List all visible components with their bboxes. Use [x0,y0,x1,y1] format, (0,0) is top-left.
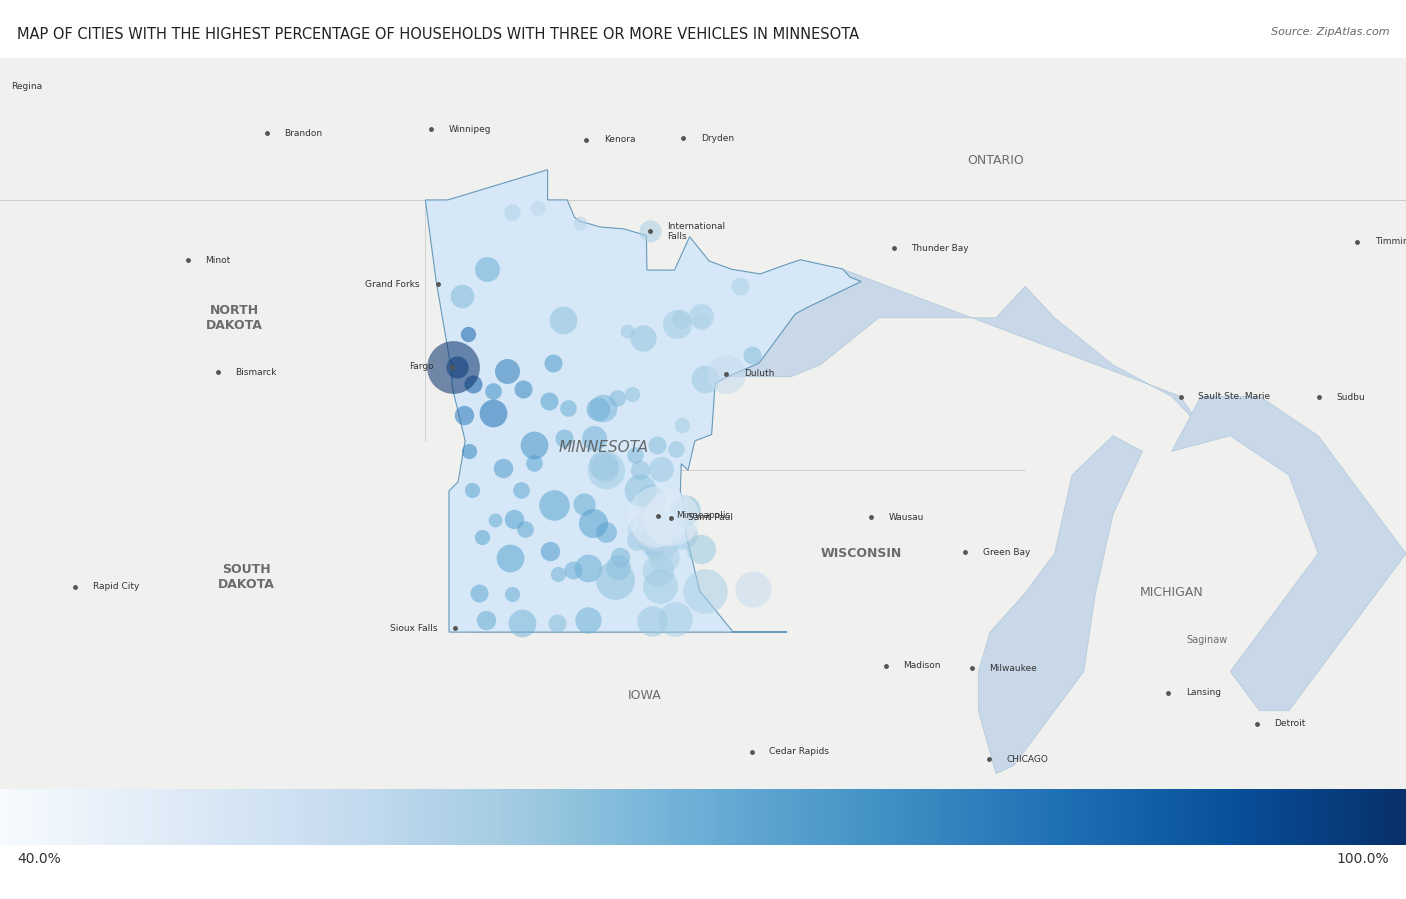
Text: Cedar Rapids: Cedar Rapids [769,747,830,756]
Text: SOUTH
DAKOTA: SOUTH DAKOTA [218,563,274,592]
Text: Detroit: Detroit [1274,719,1306,728]
Text: IOWA: IOWA [627,689,661,701]
Text: Fargo: Fargo [409,362,434,371]
Text: Source: ZipAtlas.com: Source: ZipAtlas.com [1271,27,1389,37]
Text: Green Bay: Green Bay [983,547,1031,556]
Text: Saint Paul: Saint Paul [689,513,734,522]
Text: MICHIGAN: MICHIGAN [1140,586,1204,600]
Text: 100.0%: 100.0% [1337,851,1389,866]
Text: NORTH
DAKOTA: NORTH DAKOTA [205,304,263,332]
Text: Duluth: Duluth [744,369,775,378]
Text: Sault Ste. Marie: Sault Ste. Marie [1198,392,1271,401]
Text: Madison: Madison [903,662,941,671]
Text: Grand Forks: Grand Forks [366,280,420,289]
Text: Milwaukee: Milwaukee [990,664,1038,673]
Text: Wausau: Wausau [889,513,924,522]
Text: Brandon: Brandon [284,129,322,138]
Polygon shape [979,436,1142,774]
Text: Winnipeg: Winnipeg [449,125,492,134]
Polygon shape [426,170,860,632]
Text: Lansing: Lansing [1187,688,1220,697]
Text: Thunder Bay: Thunder Bay [911,244,969,253]
Text: Rapid City: Rapid City [93,582,139,592]
Text: Dryden: Dryden [700,134,734,143]
Text: Saginaw: Saginaw [1187,635,1227,645]
Text: 40.0%: 40.0% [17,851,60,866]
Text: Sudbu: Sudbu [1336,393,1365,402]
Polygon shape [727,269,1202,428]
Text: Timmins: Timmins [1375,237,1406,246]
Text: Sioux Falls: Sioux Falls [389,624,437,633]
Polygon shape [1171,396,1406,711]
Text: Bismarck: Bismarck [236,368,277,377]
Text: MINNESOTA: MINNESOTA [558,440,648,455]
Text: Minot: Minot [205,256,231,265]
Text: Kenora: Kenora [605,135,636,144]
Text: ONTARIO: ONTARIO [967,154,1025,167]
Text: International
Falls: International Falls [668,221,725,241]
Text: Minneapolis: Minneapolis [676,512,730,521]
Text: WISCONSIN: WISCONSIN [821,547,901,560]
Text: MAP OF CITIES WITH THE HIGHEST PERCENTAGE OF HOUSEHOLDS WITH THREE OR MORE VEHIC: MAP OF CITIES WITH THE HIGHEST PERCENTAG… [17,27,859,42]
Text: Regina: Regina [11,82,42,91]
Text: CHICAGO: CHICAGO [1007,755,1047,764]
